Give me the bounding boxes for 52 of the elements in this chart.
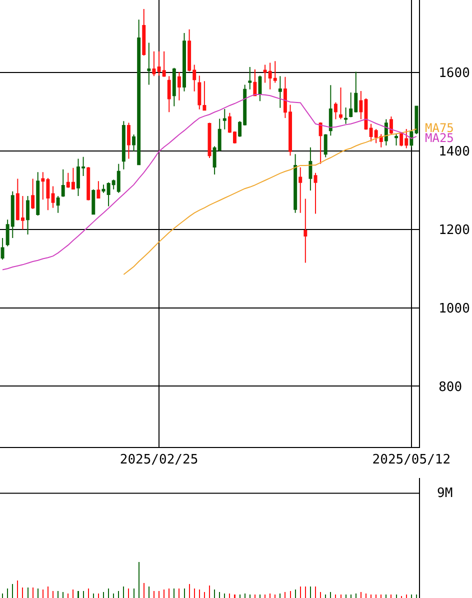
series-label: MA25	[425, 131, 454, 145]
x-tick-label: 2025/02/25	[120, 452, 198, 468]
candlestick	[304, 198, 308, 264]
candlestick	[253, 68, 257, 97]
candlestick	[318, 122, 322, 164]
y-tick-label: 800	[438, 380, 462, 395]
candlestick	[152, 50, 156, 77]
candlestick	[172, 67, 176, 107]
candlestick	[167, 76, 171, 113]
y-tick-label: 1000	[438, 301, 470, 316]
candlestick	[324, 134, 328, 158]
candlestick	[31, 178, 35, 210]
candlestick	[308, 146, 312, 192]
candlestick	[334, 102, 338, 120]
candlestick	[0, 238, 4, 260]
candlestick	[142, 8, 146, 56]
candlestick	[298, 166, 302, 214]
y-tick-label: 1400	[438, 144, 470, 160]
candlestick	[182, 32, 186, 92]
candlestick	[56, 196, 60, 214]
candlestick	[177, 72, 181, 101]
candlestick	[86, 166, 90, 201]
candlestick	[384, 118, 388, 146]
y-tick-label: 1600	[438, 66, 470, 82]
candlestick	[26, 196, 30, 235]
candlestick	[328, 84, 332, 136]
candlestick	[96, 180, 100, 199]
candlestick	[51, 186, 55, 208]
candlestick	[61, 168, 65, 198]
line-series	[123, 128, 417, 275]
candlestick	[394, 134, 398, 146]
candlestick	[102, 184, 106, 194]
y-tick-label: 1200	[438, 222, 470, 238]
candlestick	[314, 172, 318, 214]
x-tick-label: 2025/05/12	[372, 452, 451, 468]
candlestick	[344, 106, 348, 124]
candlestick	[147, 42, 151, 86]
candlestick	[278, 76, 282, 108]
candlestick	[359, 90, 363, 120]
candlestick	[339, 86, 342, 120]
candlestick	[198, 75, 202, 110]
line-series	[2, 94, 417, 270]
candlestick	[294, 154, 298, 214]
candlestick	[92, 188, 96, 215]
candlestick	[126, 122, 130, 160]
candlestick	[36, 172, 40, 216]
candlestick	[390, 116, 393, 135]
candlestick	[222, 108, 226, 130]
candlestick	[248, 66, 252, 90]
ref-line-label: 9M	[437, 486, 453, 501]
candlestick	[122, 120, 126, 170]
candlestick	[202, 80, 206, 112]
